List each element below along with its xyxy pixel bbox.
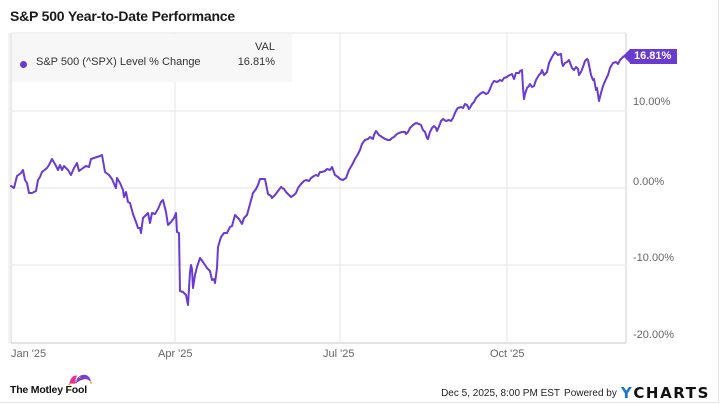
footer-attribution: Dec 5, 2025, 8:00 PM EST Powered by Y CHA… bbox=[441, 384, 710, 402]
timestamp: Dec 5, 2025, 8:00 PM EST bbox=[441, 387, 561, 399]
y-label-0: 0.00% bbox=[633, 176, 665, 188]
chart-title: S&P 500 Year-to-Date Performance bbox=[10, 8, 235, 24]
y-label-10: 10.00% bbox=[633, 96, 671, 108]
ycharts-logo: Y CHARTS bbox=[620, 384, 710, 402]
motley-fool-jester-icon bbox=[68, 374, 93, 386]
x-label-oct: Oct '25 bbox=[490, 348, 525, 360]
legend-series-name: S&P 500 (^SPX) Level % Change bbox=[36, 56, 201, 68]
legend: S&P 500 (^SPX) Level % Change VAL 16.81% bbox=[12, 34, 292, 82]
x-label-jan: Jan '25 bbox=[11, 348, 47, 360]
motley-fool-logo: The Motley Fool bbox=[10, 384, 87, 396]
sp500-line bbox=[10, 51, 627, 306]
x-label-jul: Jul '25 bbox=[323, 348, 355, 360]
legend-val-header: VAL bbox=[255, 41, 275, 53]
legend-series-value: 16.81% bbox=[237, 56, 275, 68]
ycharts-y-icon: Y bbox=[620, 384, 634, 402]
y-label-minus10: -10.00% bbox=[633, 252, 674, 264]
series-color-dot bbox=[20, 61, 27, 68]
last-value-badge: 16.81% bbox=[622, 49, 678, 64]
y-label-minus20: -20.00% bbox=[633, 329, 674, 341]
x-label-apr: Apr '25 bbox=[158, 348, 193, 360]
powered-by: Powered by bbox=[564, 387, 617, 399]
